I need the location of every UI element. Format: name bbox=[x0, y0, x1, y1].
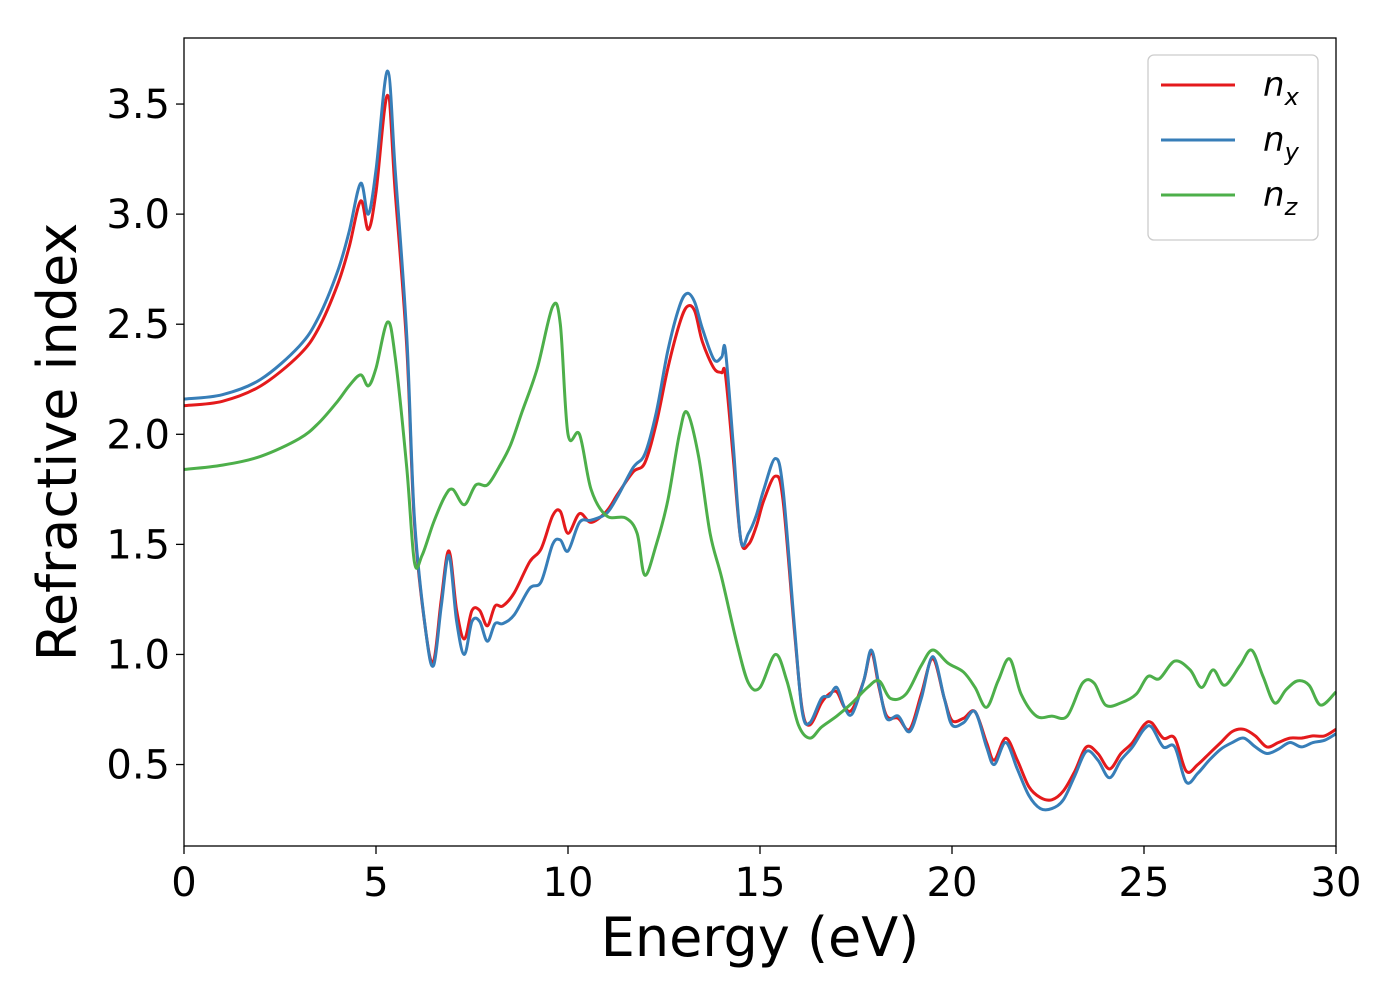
legend-label-y: ny bbox=[1263, 120, 1300, 166]
y-tick-label: 1.5 bbox=[106, 522, 170, 568]
series-line-y bbox=[183, 69, 1337, 812]
x-tick-label: 30 bbox=[1311, 860, 1362, 906]
x-tick-label: 20 bbox=[927, 860, 978, 906]
y-axis-ticks: 0.5 1.0 1.5 2.0 2.5 3.0 3.5 bbox=[106, 82, 184, 789]
legend-label-base: n bbox=[1263, 120, 1285, 160]
legend-label-base: n bbox=[1263, 175, 1285, 215]
x-tick-label: 5 bbox=[363, 860, 388, 906]
series-layer bbox=[183, 69, 1338, 812]
legend-label-x: nx bbox=[1263, 65, 1300, 111]
x-tick-label: 10 bbox=[543, 860, 594, 906]
legend-label-subscript: x bbox=[1284, 83, 1300, 111]
legend-label-base: n bbox=[1263, 65, 1285, 105]
y-tick-label: 3.0 bbox=[106, 192, 170, 238]
y-tick-label: 0.5 bbox=[106, 743, 170, 789]
y-axis-title: Refractive index bbox=[26, 223, 89, 662]
x-axis-title: Energy (eV) bbox=[601, 906, 920, 969]
x-axis-ticks: 0 5 10 15 20 25 30 bbox=[171, 846, 1361, 906]
y-tick-label: 3.5 bbox=[106, 82, 170, 128]
y-tick-label: 2.5 bbox=[106, 302, 170, 348]
x-tick-label: 15 bbox=[735, 860, 786, 906]
x-tick-label: 25 bbox=[1119, 860, 1170, 906]
y-tick-label: 1.0 bbox=[106, 632, 170, 678]
x-tick-label: 0 bbox=[171, 860, 196, 906]
legend-label-z: nz bbox=[1263, 175, 1299, 221]
legend-label-subscript: z bbox=[1284, 193, 1299, 221]
legend-label-subscript: y bbox=[1284, 138, 1300, 166]
series-line-z bbox=[183, 301, 1338, 740]
y-tick-label: 2.0 bbox=[106, 412, 170, 458]
